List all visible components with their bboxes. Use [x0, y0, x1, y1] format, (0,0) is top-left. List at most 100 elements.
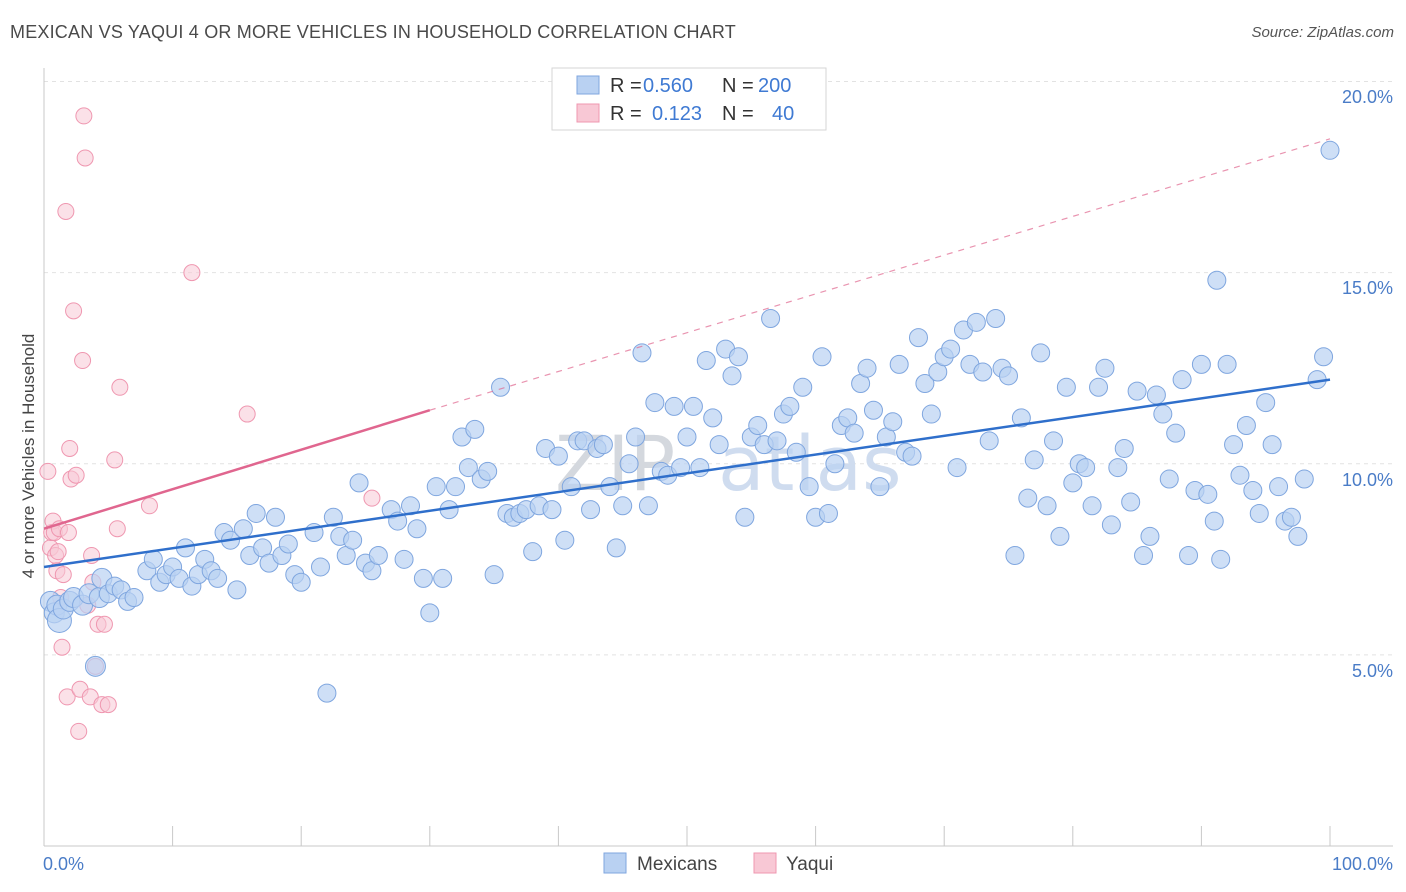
mexicans-point	[1179, 545, 1199, 565]
mexicans-point	[265, 507, 285, 527]
mexicans-point	[368, 545, 388, 565]
mexicans-point	[767, 431, 787, 451]
mexicans-point	[561, 477, 581, 497]
mexicans-point	[1281, 507, 1301, 527]
mexicans-point	[1005, 545, 1025, 565]
mexicans-point	[812, 347, 832, 367]
mexicans-point	[1146, 385, 1166, 405]
mexicans-point	[703, 408, 723, 428]
yaqui-point	[70, 722, 88, 740]
mexicans-point	[632, 343, 652, 363]
trend-lines	[43, 138, 1331, 569]
grid-lines	[44, 81, 1393, 656]
mexicans-point	[1140, 526, 1160, 546]
mexicans-point	[1050, 526, 1070, 546]
mexicans-point	[735, 507, 755, 527]
yaqui-point	[39, 462, 57, 480]
mexicans-point	[1037, 496, 1057, 516]
mexicans-point	[915, 373, 935, 393]
mexicans-point	[233, 519, 253, 539]
yaqui-point	[74, 352, 92, 370]
bottom-legend-swatch-yaqui	[753, 852, 777, 874]
mexicans-point	[780, 396, 800, 416]
mexicans-point	[1121, 492, 1141, 512]
mexicans-point	[728, 347, 748, 367]
yaqui-trend-line	[43, 409, 431, 530]
mexicans-point	[1076, 458, 1096, 478]
y-tick-label-10: 10.0%	[1342, 470, 1393, 490]
mexicans-point	[973, 362, 993, 382]
mexicans-point	[664, 396, 684, 416]
legend-n-label-yaqui: N =	[722, 103, 754, 125]
yaqui-point	[99, 696, 117, 714]
y-axis-title: 4 or more Vehicles in Household	[19, 334, 38, 579]
mexicans-point	[1204, 511, 1224, 531]
yaqui-point	[57, 202, 75, 220]
y-tick-label-5: 5.0%	[1352, 661, 1393, 681]
mexicans-point	[613, 496, 633, 516]
yaqui-point	[238, 405, 256, 423]
mexicans-point	[1217, 354, 1237, 374]
mexicans-point	[619, 454, 639, 474]
mexicans-point	[626, 427, 646, 447]
mexicans-point	[407, 519, 427, 539]
yaqui-point	[140, 497, 158, 515]
mexicans-point	[986, 308, 1006, 328]
mexicans-point	[1230, 465, 1250, 485]
mexicans-point	[1011, 408, 1031, 428]
mexicans-point	[645, 393, 665, 413]
mexicans-point	[1269, 477, 1289, 497]
mexicans-point	[889, 354, 909, 374]
mexicans-point	[491, 377, 511, 397]
yaqui-point	[65, 302, 83, 320]
mexicans-point	[947, 458, 967, 478]
mexicans-point	[1159, 469, 1179, 489]
mexicans-point	[921, 404, 941, 424]
mexicans-point	[484, 565, 504, 585]
mexicans-point	[966, 312, 986, 332]
mexicans-point	[761, 308, 781, 328]
mexicans-point	[1236, 416, 1256, 436]
mexicans-point	[523, 542, 543, 562]
mexicans-point	[1224, 435, 1244, 455]
mexicans-point	[1211, 549, 1231, 569]
yaqui-point	[58, 688, 76, 706]
mexicans-point	[310, 557, 330, 577]
mexicans-point	[1101, 515, 1121, 535]
mexicans-point	[825, 454, 845, 474]
mexicans-point	[1095, 358, 1115, 378]
mexicans-point	[1191, 354, 1211, 374]
mexicans-point	[413, 568, 433, 588]
yaqui-point	[106, 451, 124, 469]
mexicans-point	[1320, 140, 1340, 160]
yaqui-trend-extension	[429, 138, 1331, 411]
legend-r-value-yaqui: 0.123	[652, 103, 702, 125]
mexicans-point	[323, 507, 343, 527]
mexicans-point	[1082, 496, 1102, 516]
mexicans-point	[677, 427, 697, 447]
yaqui-point	[54, 566, 72, 584]
mexicans-point	[883, 412, 903, 432]
mexicans-point	[1166, 423, 1186, 443]
mexicans-point	[722, 366, 742, 386]
bottom-legend-label-yaqui: Yaqui	[786, 854, 833, 875]
mexicans-point	[542, 500, 562, 520]
mexicans-point	[84, 655, 106, 677]
mexicans-point	[606, 538, 626, 558]
mexicans-point	[1108, 458, 1128, 478]
mexicans-point	[394, 549, 414, 569]
mexicans-point	[227, 580, 247, 600]
mexicans-point	[1262, 435, 1282, 455]
mexicans-point	[420, 603, 440, 623]
mexicans-point	[1249, 503, 1269, 523]
mexicans-point	[1153, 404, 1173, 424]
legend-n-label-mexicans: N =	[722, 75, 754, 97]
yaqui-point	[95, 615, 113, 633]
bottom-legend-label-mexicans: Mexicans	[637, 854, 717, 875]
mexicans-point	[1294, 469, 1314, 489]
mexicans-point	[593, 435, 613, 455]
source-label: Source: ZipAtlas.com	[1251, 24, 1394, 41]
mexicans-point	[908, 328, 928, 348]
mexicans-point	[1243, 481, 1263, 501]
